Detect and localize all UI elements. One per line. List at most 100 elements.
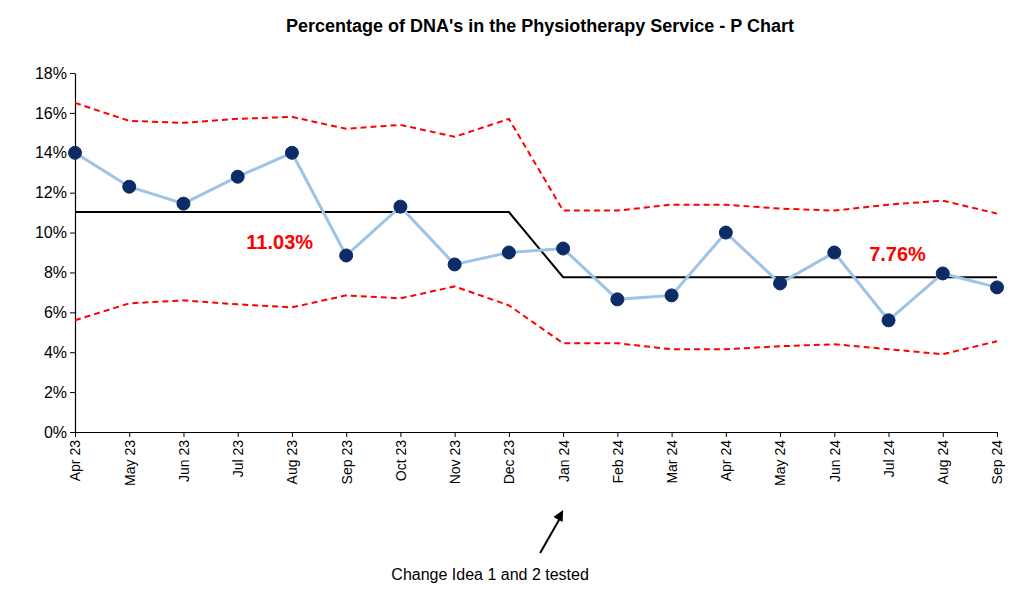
data-point: [991, 281, 1004, 294]
data-point: [231, 170, 244, 183]
y-tick-mark: [70, 272, 75, 273]
data-point: [123, 180, 136, 193]
y-tick-label: 2%: [44, 384, 67, 401]
x-tick-mark: [834, 432, 835, 437]
y-tick-label: 4%: [44, 344, 67, 361]
y-tick-label: 8%: [44, 264, 67, 281]
y-tick-mark: [70, 233, 75, 234]
x-tick-label: Jul 24: [881, 440, 897, 478]
x-tick-label: Apr 24: [718, 440, 734, 481]
y-tick: 18%: [35, 65, 75, 82]
x-tick-label: Apr 23: [67, 440, 83, 481]
center-label: 7.76%: [869, 243, 926, 265]
annotation-arrow: [540, 518, 560, 553]
x-tick: May 24: [772, 432, 788, 486]
data-point: [774, 277, 787, 290]
x-tick-label: Jun 23: [176, 440, 192, 482]
x-tick-label: Sep 24: [989, 440, 1005, 485]
y-tick-mark: [70, 73, 75, 74]
x-tick-mark: [346, 432, 347, 437]
y-tick-label: 10%: [35, 224, 67, 241]
x-tick: Apr 24: [718, 432, 734, 481]
x-tick-mark: [780, 432, 781, 437]
chart: Percentage of DNA's in the Physiotherapy…: [0, 0, 1024, 593]
y-tick: 0%: [44, 424, 75, 441]
y-tick: 2%: [44, 384, 75, 401]
series-line: [75, 103, 997, 214]
x-tick-label: Sep 23: [339, 440, 355, 485]
y-tick-mark: [70, 312, 75, 313]
x-tick: Jan 24: [556, 432, 572, 482]
x-tick: Jun 23: [176, 432, 192, 482]
data-point: [611, 293, 624, 306]
y-tick-mark: [70, 392, 75, 393]
data-point: [882, 314, 895, 327]
x-tick-mark: [672, 432, 673, 437]
series-line: [75, 212, 997, 277]
y-tick-label: 0%: [44, 424, 67, 441]
x-tick-label: Jul 23: [230, 440, 246, 478]
x-tick: Nov 23: [447, 432, 463, 484]
x-tick-mark: [509, 432, 510, 437]
annotation-arrowhead: [553, 510, 563, 522]
x-tick-mark: [889, 432, 890, 437]
x-tick: Sep 24: [989, 432, 1005, 484]
x-tick: May 23: [122, 432, 138, 486]
y-tick-label: 12%: [35, 184, 67, 201]
x-tick-label: Mar 24: [664, 440, 680, 484]
x-tick-mark: [563, 432, 564, 437]
x-tick: Apr 23: [67, 432, 83, 481]
x-tick: Aug 24: [935, 432, 951, 484]
y-tick-mark: [70, 113, 75, 114]
series-line: [75, 286, 997, 354]
x-tick: Feb 24: [610, 432, 626, 484]
data-point: [719, 226, 732, 239]
x-tick-mark: [997, 432, 998, 437]
x-tick: Aug 23: [284, 432, 300, 484]
data-point: [557, 242, 570, 255]
y-tick-label: 18%: [35, 65, 67, 82]
x-tick-label: Nov 23: [447, 440, 463, 485]
x-tick-label: Aug 24: [935, 440, 951, 485]
x-tick: Mar 24: [664, 432, 680, 484]
center-label: 11.03%: [246, 231, 313, 253]
x-tick-label: Oct 23: [393, 440, 409, 481]
data-point: [69, 146, 82, 159]
x-tick-label: May 24: [772, 440, 788, 486]
x-tick: Jun 24: [827, 432, 843, 482]
x-tick: Oct 23: [393, 432, 409, 481]
x-tick: Dec 23: [501, 432, 517, 484]
x-tick-label: Aug 23: [284, 440, 300, 485]
y-tick: 16%: [35, 105, 75, 122]
x-tick-label: May 23: [122, 440, 138, 486]
x-axis-line: [76, 432, 998, 433]
data-point: [936, 267, 949, 280]
x-tick-mark: [617, 432, 618, 437]
chart-title: Percentage of DNA's in the Physiotherapy…: [286, 16, 794, 36]
data-point: [177, 197, 190, 210]
x-tick-mark: [75, 432, 76, 437]
x-tick-mark: [292, 432, 293, 437]
data-point: [665, 289, 678, 302]
y-tick-mark: [70, 352, 75, 353]
data-point: [828, 246, 841, 259]
y-tick-mark: [70, 193, 75, 194]
x-tick: Sep 23: [339, 432, 355, 484]
data-point: [285, 146, 298, 159]
y-tick: 6%: [44, 304, 75, 321]
x-tick-label: Jun 24: [827, 440, 843, 482]
plot-area: [69, 103, 1004, 354]
annotation-text: Change Idea 1 and 2 tested: [391, 566, 589, 583]
x-axis: Apr 23 May 23 Jun 23 Jul 23 Aug 23 Sep 23 Oct …: [67, 432, 1005, 486]
y-tick: 8%: [44, 264, 75, 281]
data-point: [394, 200, 407, 213]
x-tick-mark: [238, 432, 239, 437]
x-tick-mark: [455, 432, 456, 437]
y-tick-label: 16%: [35, 105, 67, 122]
y-tick: 10%: [35, 224, 75, 241]
x-tick-mark: [129, 432, 130, 437]
x-tick: Jul 24: [881, 432, 897, 477]
data-point: [340, 249, 353, 262]
y-tick: 12%: [35, 184, 75, 201]
x-tick-label: Dec 23: [501, 440, 517, 485]
